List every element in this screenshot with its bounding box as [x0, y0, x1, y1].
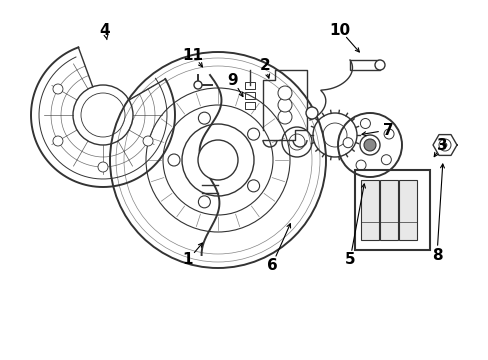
Circle shape [198, 112, 210, 124]
Text: 10: 10 [329, 23, 350, 37]
Text: 1: 1 [183, 252, 193, 267]
Text: 11: 11 [182, 48, 203, 63]
Circle shape [98, 162, 108, 172]
Circle shape [374, 60, 384, 70]
Bar [244, 92, 254, 99]
Text: 5: 5 [344, 252, 355, 267]
Circle shape [359, 135, 379, 155]
Circle shape [194, 81, 202, 89]
Circle shape [53, 84, 63, 94]
Text: 3: 3 [436, 138, 447, 153]
Circle shape [168, 154, 180, 166]
Circle shape [305, 107, 317, 119]
Bar [379, 180, 397, 240]
Circle shape [343, 138, 352, 148]
Circle shape [278, 98, 291, 112]
Circle shape [198, 140, 238, 180]
Circle shape [278, 86, 291, 100]
Text: 2: 2 [259, 58, 270, 72]
Bar [244, 82, 254, 89]
Text: 9: 9 [227, 72, 238, 87]
Bar [360, 180, 378, 240]
Text: 4: 4 [100, 23, 110, 37]
Circle shape [383, 129, 393, 139]
Bar [244, 102, 254, 109]
Bar [354, 170, 429, 250]
Text: 8: 8 [431, 248, 442, 262]
Circle shape [278, 110, 291, 124]
Circle shape [247, 180, 259, 192]
Circle shape [442, 143, 446, 147]
Circle shape [355, 160, 366, 170]
Circle shape [360, 118, 370, 129]
Circle shape [381, 155, 390, 165]
Text: 6: 6 [266, 257, 277, 273]
Circle shape [53, 136, 63, 146]
Circle shape [363, 139, 375, 151]
Text: 7: 7 [382, 122, 392, 138]
Bar [398, 180, 416, 240]
Bar [349, 60, 379, 70]
Circle shape [198, 196, 210, 208]
Circle shape [143, 136, 153, 146]
Circle shape [247, 128, 259, 140]
